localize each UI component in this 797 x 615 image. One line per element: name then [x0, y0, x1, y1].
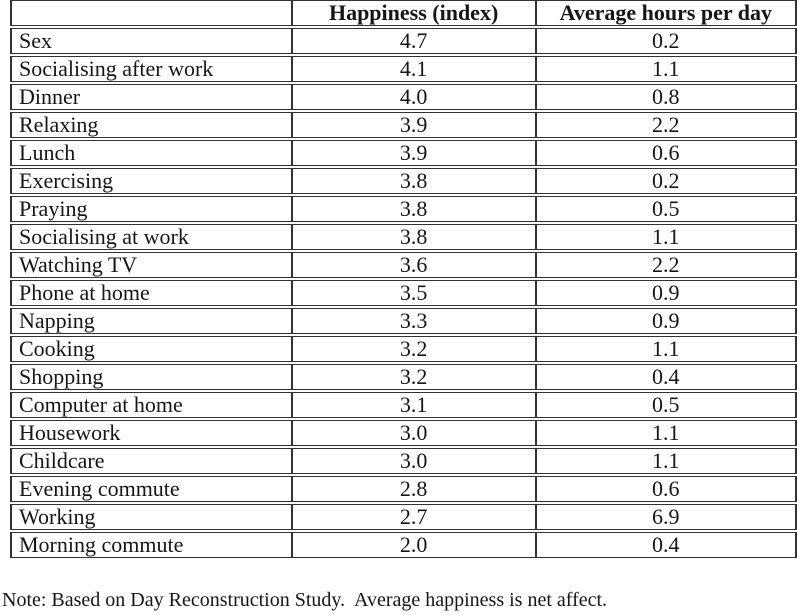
column-header-happiness: Happiness (index) — [290, 0, 535, 26]
table-row: Napping 3.3 0.9 — [10, 308, 797, 334]
table-row: Housework 3.0 1.1 — [10, 420, 797, 446]
hours-cell: 6.9 — [534, 504, 797, 530]
hours-cell: 1.1 — [534, 224, 797, 250]
hours-cell: 2.2 — [534, 252, 797, 278]
hours-cell: 0.9 — [534, 280, 797, 306]
hours-cell: 0.6 — [534, 476, 797, 502]
happiness-cell: 3.5 — [290, 280, 535, 306]
happiness-cell: 4.1 — [290, 56, 535, 82]
activity-cell: Childcare — [10, 448, 291, 474]
hours-cell: 1.1 — [534, 56, 797, 82]
table-row: Socialising at work 3.8 1.1 — [10, 224, 797, 250]
activity-cell: Praying — [10, 196, 291, 222]
table-row: Cooking 3.2 1.1 — [10, 336, 797, 362]
activity-cell: Shopping — [10, 364, 291, 390]
activity-cell: Socialising after work — [10, 56, 291, 82]
hours-cell: 0.9 — [534, 308, 797, 334]
activity-cell: Sex — [10, 28, 291, 54]
happiness-cell: 3.8 — [290, 224, 535, 250]
happiness-cell: 3.1 — [290, 392, 535, 418]
table-row: Phone at home 3.5 0.9 — [10, 280, 797, 306]
activity-cell: Morning commute — [10, 532, 291, 558]
hours-cell: 0.2 — [534, 28, 797, 54]
happiness-cell: 3.8 — [290, 168, 535, 194]
happiness-cell: 3.6 — [290, 252, 535, 278]
activity-cell: Phone at home — [10, 280, 291, 306]
activity-cell: Socialising at work — [10, 224, 291, 250]
activity-cell: Evening commute — [10, 476, 291, 502]
hours-cell: 0.5 — [534, 196, 797, 222]
happiness-cell: 2.0 — [290, 532, 535, 558]
table-row: Childcare 3.0 1.1 — [10, 448, 797, 474]
happiness-cell: 3.2 — [290, 364, 535, 390]
hours-cell: 0.2 — [534, 168, 797, 194]
table-row: Morning commute 2.0 0.4 — [10, 532, 797, 558]
table-row: Socialising after work 4.1 1.1 — [10, 56, 797, 82]
happiness-cell: 4.0 — [290, 84, 535, 110]
hours-cell: 1.1 — [534, 420, 797, 446]
table-row: Sex 4.7 0.2 — [10, 28, 797, 54]
hours-cell: 0.6 — [534, 140, 797, 166]
activity-cell: Watching TV — [10, 252, 291, 278]
activity-cell: Computer at home — [10, 392, 291, 418]
table-row: Shopping 3.2 0.4 — [10, 364, 797, 390]
table-row: Watching TV 3.6 2.2 — [10, 252, 797, 278]
happiness-cell: 2.8 — [290, 476, 535, 502]
table-row: Exercising 3.8 0.2 — [10, 168, 797, 194]
happiness-cell: 4.7 — [290, 28, 535, 54]
activity-cell: Napping — [10, 308, 291, 334]
table-row: Relaxing 3.9 2.2 — [10, 112, 797, 138]
table-footnote: Note: Based on Day Reconstruction Study.… — [2, 589, 608, 611]
column-header-activity — [10, 0, 291, 26]
activity-cell: Cooking — [10, 336, 291, 362]
table-row: Praying 3.8 0.5 — [10, 196, 797, 222]
happiness-cell: 3.2 — [290, 336, 535, 362]
table-row: Lunch 3.9 0.6 — [10, 140, 797, 166]
hours-cell: 1.1 — [534, 336, 797, 362]
hours-cell: 0.5 — [534, 392, 797, 418]
activity-cell: Lunch — [10, 140, 291, 166]
table-row: Computer at home 3.1 0.5 — [10, 392, 797, 418]
activity-happiness-table: Happiness (index) Average hours per day … — [10, 0, 797, 560]
activity-cell: Exercising — [10, 168, 291, 194]
happiness-cell: 3.8 — [290, 196, 535, 222]
happiness-cell: 3.0 — [290, 420, 535, 446]
table-row: Evening commute 2.8 0.6 — [10, 476, 797, 502]
activity-cell: Dinner — [10, 84, 291, 110]
happiness-cell: 3.3 — [290, 308, 535, 334]
happiness-cell: 3.0 — [290, 448, 535, 474]
happiness-cell: 2.7 — [290, 504, 535, 530]
table-row: Dinner 4.0 0.8 — [10, 84, 797, 110]
happiness-cell: 3.9 — [290, 112, 535, 138]
hours-cell: 1.1 — [534, 448, 797, 474]
column-header-hours: Average hours per day — [534, 0, 797, 26]
happiness-cell: 3.9 — [290, 140, 535, 166]
table-row: Working 2.7 6.9 — [10, 504, 797, 530]
activity-cell: Housework — [10, 420, 291, 446]
activity-cell: Working — [10, 504, 291, 530]
activity-cell: Relaxing — [10, 112, 291, 138]
hours-cell: 0.4 — [534, 364, 797, 390]
table-header-row: Happiness (index) Average hours per day — [10, 0, 797, 26]
hours-cell: 2.2 — [534, 112, 797, 138]
hours-cell: 0.4 — [534, 532, 797, 558]
hours-cell: 0.8 — [534, 84, 797, 110]
